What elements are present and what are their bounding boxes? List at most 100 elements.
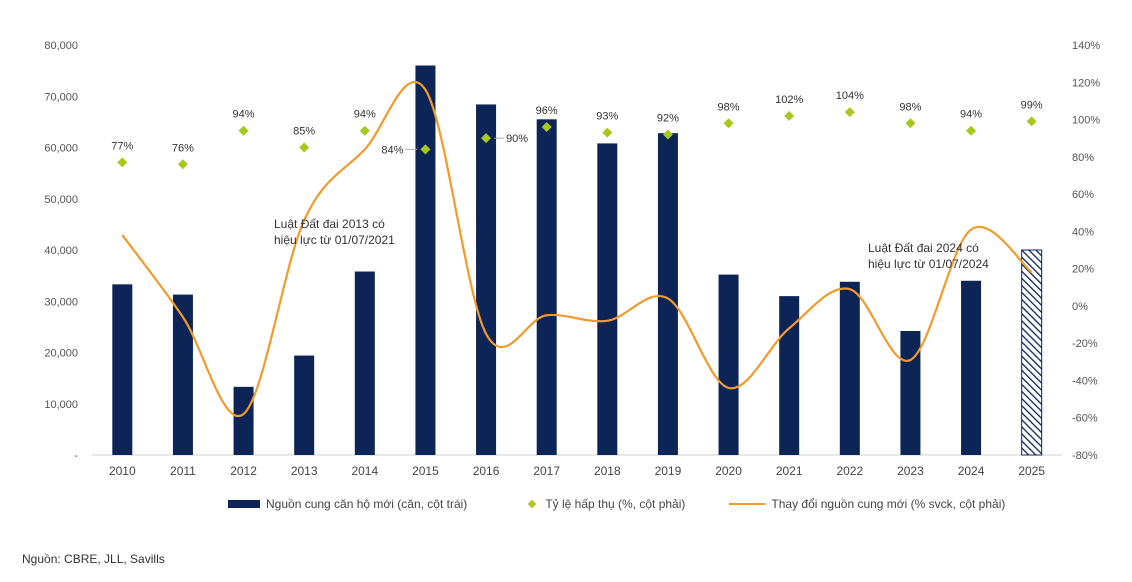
x-tick-label: 2015 xyxy=(412,464,439,478)
absorption-label: 94% xyxy=(354,109,376,121)
annotation-text: Luật Đất đai 2013 có xyxy=(274,217,385,231)
y-left-tick-label: 70,000 xyxy=(44,91,78,103)
absorption-label: 92% xyxy=(657,112,679,124)
bar xyxy=(112,284,133,455)
absorption-point xyxy=(117,157,128,168)
absorption-point xyxy=(238,125,249,136)
legend-swatch-diamond xyxy=(528,499,537,509)
bar xyxy=(839,281,860,455)
y-left-tick-label: 80,000 xyxy=(44,40,78,52)
y-right-tick-label: 80% xyxy=(1072,152,1094,164)
x-tick-label: 2020 xyxy=(715,464,742,478)
x-tick-label: 2013 xyxy=(291,464,318,478)
y-right-tick-label: 40% xyxy=(1072,226,1094,238)
absorption-label: 77% xyxy=(111,140,133,152)
y-right-tick-label: -20% xyxy=(1072,338,1098,350)
absorption-label: 98% xyxy=(718,101,740,113)
absorption-point xyxy=(723,118,734,129)
bar xyxy=(597,143,618,455)
legend-swatch-line xyxy=(729,503,766,505)
legend-item-line: Thay đổi nguồn cung mới (% svck, cột phả… xyxy=(729,497,1005,511)
x-tick-label: 2016 xyxy=(473,464,500,478)
y-right-tick-label: -40% xyxy=(1072,375,1098,387)
absorption-point xyxy=(966,125,977,136)
y-right-tick-label: 120% xyxy=(1072,77,1100,89)
y-right-tick-label: 20% xyxy=(1072,264,1094,276)
x-tick-label: 2019 xyxy=(655,464,682,478)
y-right-tick-label: 60% xyxy=(1072,189,1094,201)
absorption-points: 77% 76% 94% 85% 94% 84% 90% 96% 93% 92% 98% 102% 104… xyxy=(111,90,1043,170)
absorption-label: 98% xyxy=(899,101,921,113)
bar xyxy=(354,271,375,455)
absorption-point xyxy=(784,110,795,121)
x-tick-label: 2017 xyxy=(533,464,560,478)
y-left-tick-label: 20,000 xyxy=(44,348,78,360)
legend-swatch-bar xyxy=(228,500,260,508)
absorption-point xyxy=(662,129,673,140)
y-right-tick-label: 140% xyxy=(1072,40,1100,52)
absorption-label: 93% xyxy=(596,111,618,123)
absorption-point xyxy=(420,144,431,155)
bar xyxy=(536,119,557,455)
bar xyxy=(294,355,315,455)
bar xyxy=(172,294,193,455)
y-left-tick-label: 30,000 xyxy=(44,296,78,308)
x-tick-label: 2012 xyxy=(230,464,257,478)
line-series xyxy=(121,80,1033,418)
y-right-tick-label: 0% xyxy=(1072,301,1088,313)
y-left-tick-label: 60,000 xyxy=(44,143,78,155)
absorption-label: 85% xyxy=(293,126,315,138)
absorption-label: 90% xyxy=(506,133,528,145)
absorption-label: 104% xyxy=(836,90,864,102)
legend-item-diamond: Tỷ lệ hấp thụ (%, cột phải) xyxy=(511,497,685,511)
legend-label-line: Thay đổi nguồn cung mới (% svck, cột phả… xyxy=(771,497,1006,511)
y-right-tick-label: 100% xyxy=(1072,115,1100,127)
absorption-label: 76% xyxy=(172,142,194,154)
absorption-point xyxy=(602,127,613,138)
bar xyxy=(961,280,982,455)
absorption-point xyxy=(1026,116,1037,127)
absorption-point xyxy=(177,159,188,170)
legend: Nguồn cung căn hộ mới (căn, cột trái) Tỷ… xyxy=(228,497,1049,511)
bar xyxy=(779,296,800,455)
absorption-label: 99% xyxy=(1021,99,1043,111)
x-tick-label: 2018 xyxy=(594,464,621,478)
y-left-tick-label: 40,000 xyxy=(44,245,78,257)
x-tick-label: 2023 xyxy=(897,464,924,478)
bar xyxy=(476,104,497,455)
x-tick-label: 2022 xyxy=(836,464,863,478)
absorption-label: 102% xyxy=(775,94,803,106)
y-left-tick-label: 10,000 xyxy=(44,399,78,411)
absorption-point xyxy=(359,125,370,136)
y-right-tick-label: -80% xyxy=(1072,450,1098,462)
x-tick-label: 2024 xyxy=(958,464,985,478)
legend-label-diamond: Tỷ lệ hấp thụ (%, cột phải) xyxy=(545,497,686,511)
source-note: Nguồn: CBRE, JLL, Savills xyxy=(22,552,165,566)
x-tick-label: 2010 xyxy=(109,464,136,478)
absorption-point xyxy=(844,107,855,118)
bar xyxy=(415,65,436,455)
bar xyxy=(1021,249,1043,456)
axes: - 10,000 20,000 30,000 40,000 50,000 60,000 70,… xyxy=(44,40,1100,478)
bar xyxy=(233,386,254,455)
absorption-label: 94% xyxy=(233,109,255,121)
legend-item-bar: Nguồn cung căn hộ mới (căn, cột trái) xyxy=(228,497,467,511)
y-left-tick-label: - xyxy=(74,450,78,462)
legend-label-bar: Nguồn cung căn hộ mới (căn, cột trái) xyxy=(266,497,468,511)
absorption-label: 94% xyxy=(960,109,982,121)
bars-series xyxy=(112,65,1043,456)
combo-chart: - 10,000 20,000 30,000 40,000 50,000 60,000 70,… xyxy=(44,40,1100,478)
annotations: Luật Đất đai 2013 có hiệu lực từ 01/07/20… xyxy=(274,217,989,271)
bar xyxy=(657,133,678,455)
x-tick-label: 2021 xyxy=(776,464,803,478)
absorption-point xyxy=(481,133,492,144)
annotation-text: hiệu lực từ 01/07/2024 xyxy=(868,257,989,271)
annotation-text: Luật Đất đai 2024 có xyxy=(868,241,979,255)
absorption-label: 96% xyxy=(536,105,558,117)
absorption-point xyxy=(299,142,310,153)
bar xyxy=(718,274,739,455)
absorption-label: 84% xyxy=(381,144,403,156)
x-tick-label: 2014 xyxy=(351,464,378,478)
x-tick-label: 2011 xyxy=(170,464,196,478)
absorption-point xyxy=(905,118,916,129)
